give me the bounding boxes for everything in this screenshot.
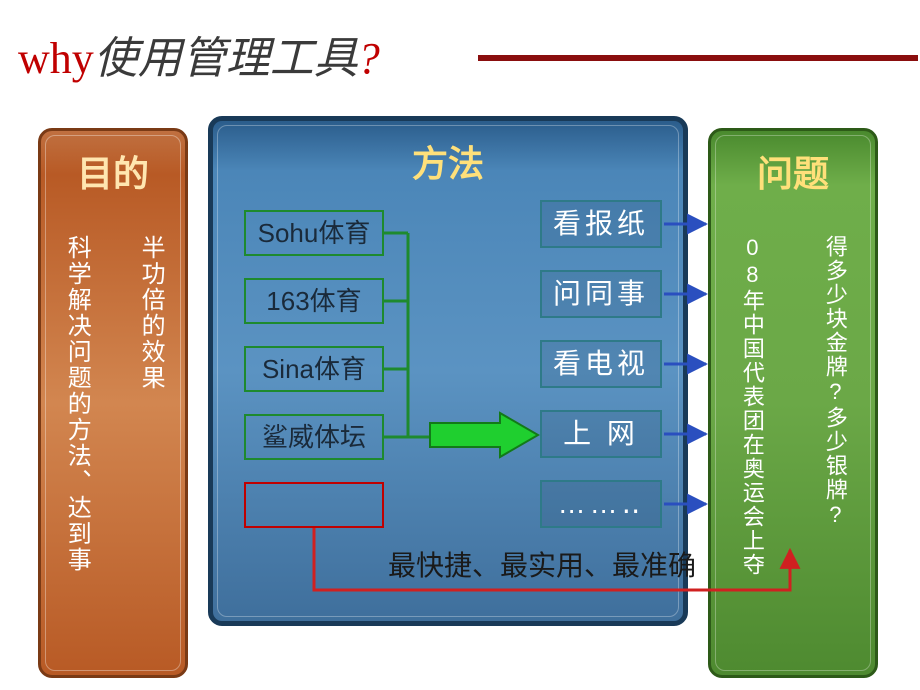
panel-purpose-body: 科学解决问题的方法、达到事 半功倍的效果 <box>41 215 185 573</box>
purpose-line-1: 科学解决问题的方法、达到事 <box>57 235 95 573</box>
title-q: ? <box>358 34 380 83</box>
panel-purpose-heading: 目的 <box>41 131 185 197</box>
title-why: why <box>18 34 94 83</box>
source-box-163: 163体育 <box>244 278 384 324</box>
panel-question-heading: 问题 <box>711 131 875 197</box>
source-box-sohu: Sohu体育 <box>244 210 384 256</box>
method-box-colleague: 问同事 <box>540 270 662 318</box>
panel-purpose: 目的 科学解决问题的方法、达到事 半功倍的效果 <box>38 128 188 678</box>
method-box-tv: 看电视 <box>540 340 662 388</box>
title-zh: 使用管理工具 <box>94 34 358 83</box>
bottom-caption: 最快捷、最实用、最准确 <box>388 544 696 584</box>
title-underline <box>478 55 918 61</box>
panel-method-heading: 方法 <box>213 121 683 187</box>
source-box-empty <box>244 482 384 528</box>
slide-title: why使用管理工具? <box>18 22 920 86</box>
purpose-line-2: 半功倍的效果 <box>131 235 169 573</box>
source-box-shawei: 鲨威体坛 <box>244 414 384 460</box>
panel-question: 问题 08年中国代表团在奥运会上夺 得多少块金牌?多少银牌? <box>708 128 878 678</box>
question-line-2: 得多少块金牌?多少银牌? <box>819 235 850 577</box>
method-box-ellipsis: ……‥ <box>540 480 662 528</box>
panel-question-body: 08年中国代表团在奥运会上夺 得多少块金牌?多少银牌? <box>711 215 875 577</box>
method-box-web: 上 网 <box>540 410 662 458</box>
method-box-newspaper: 看报纸 <box>540 200 662 248</box>
question-line-1: 08年中国代表团在奥运会上夺 <box>736 235 767 577</box>
source-box-sina: Sina体育 <box>244 346 384 392</box>
